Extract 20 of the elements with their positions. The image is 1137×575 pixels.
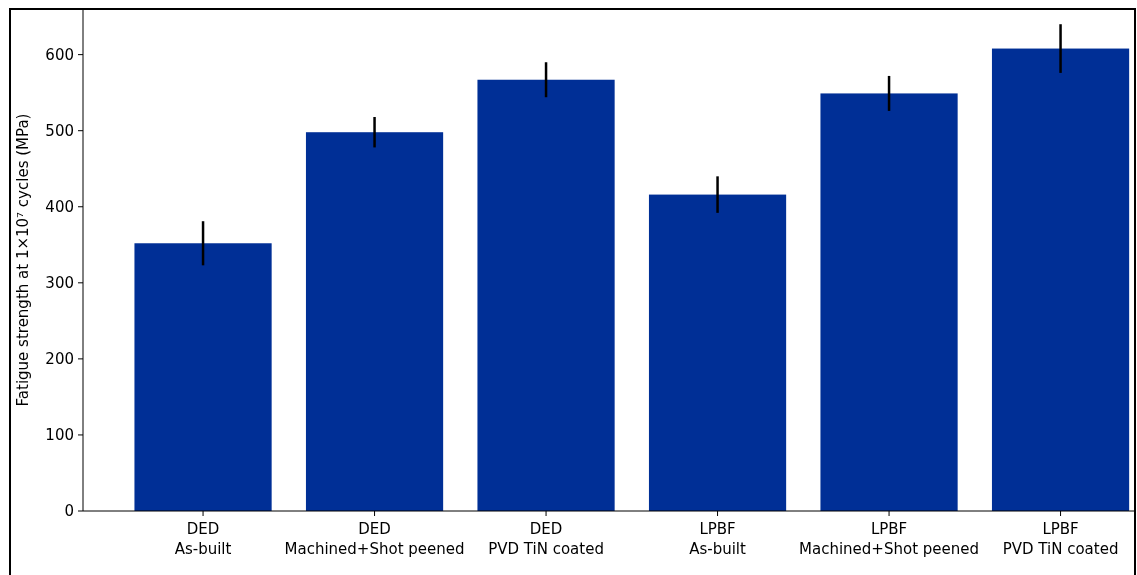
bar xyxy=(305,132,444,511)
bar xyxy=(477,79,615,511)
bar xyxy=(991,48,1130,511)
y-tick-label: 300 xyxy=(45,274,74,293)
x-tick-label: DED As-built xyxy=(174,520,232,558)
y-tick-label: 200 xyxy=(45,350,74,369)
y-tick-label: 600 xyxy=(45,45,74,64)
y-tick-label: 400 xyxy=(45,198,74,217)
x-tick-label: LPBF Machined+Shot peened xyxy=(799,520,980,558)
y-axis-title: Fatigue strength at 1×10⁷ cycles (MPa) xyxy=(14,113,32,407)
y-tick-label: 100 xyxy=(45,426,74,445)
bar xyxy=(134,243,272,511)
bar xyxy=(820,93,958,511)
bar xyxy=(648,194,787,511)
x-tick-label: DED PVD TiN coated xyxy=(488,520,604,558)
x-tick-label: DED Machined+Shot peened xyxy=(284,520,465,558)
y-tick-label: 0 xyxy=(64,502,74,521)
x-tick-label: LPBF As-built xyxy=(689,520,747,558)
x-tick-label: LPBF PVD TiN coated xyxy=(1002,520,1119,558)
y-tick-label: 500 xyxy=(45,121,74,140)
